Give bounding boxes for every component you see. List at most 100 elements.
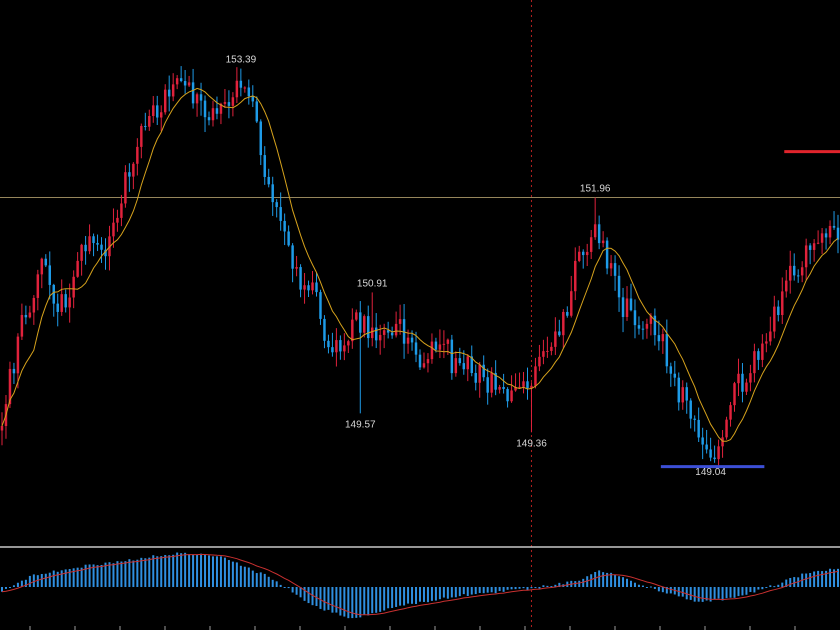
oscillator-bar [725, 587, 728, 599]
oscillator-bar [24, 579, 27, 587]
candle-body [422, 363, 426, 368]
candle-body [167, 89, 171, 97]
candle [589, 230, 593, 260]
candle-body [88, 236, 91, 252]
oscillator-bar [833, 569, 836, 587]
candle-body [331, 347, 334, 353]
candle-body [96, 243, 99, 245]
candle [792, 253, 796, 281]
candle [625, 286, 629, 321]
candle [725, 416, 728, 440]
oscillator-bar [132, 560, 135, 587]
oscillator-bar [12, 585, 15, 587]
candle [36, 269, 40, 311]
candle [179, 66, 183, 83]
oscillator-bar [196, 554, 199, 587]
candle-body [343, 345, 346, 352]
candle [152, 96, 155, 123]
candle [243, 86, 247, 93]
candle-body [367, 316, 370, 339]
oscillator-bar [598, 570, 601, 587]
candle-body [211, 108, 215, 121]
oscillator-bar [223, 557, 226, 587]
candle [163, 84, 167, 115]
oscillator-bar [470, 587, 473, 595]
oscillator-bar [729, 587, 732, 598]
candle-body [64, 294, 67, 308]
candle [518, 372, 521, 389]
oscillator-bar [542, 585, 545, 587]
oscillator-bar [359, 587, 362, 618]
candle-body [156, 105, 159, 118]
candle [789, 250, 792, 294]
candle [28, 305, 32, 319]
candle [203, 95, 207, 133]
candle-body [24, 314, 28, 318]
candle [159, 105, 163, 132]
candle-body [207, 117, 211, 121]
candle-body [693, 418, 696, 420]
candle [40, 257, 44, 289]
candle-body [235, 80, 239, 98]
candle [227, 90, 231, 119]
candle [641, 321, 645, 340]
price-label: 150.91 [357, 278, 388, 289]
candle-body [617, 275, 621, 298]
candle [195, 92, 199, 117]
oscillator-bar [665, 587, 668, 594]
candle [191, 68, 195, 109]
candle-body [494, 372, 497, 390]
candle-body [482, 364, 485, 378]
candle [88, 224, 91, 255]
candle-body [442, 343, 446, 345]
candle [295, 255, 298, 277]
oscillator-bar [737, 587, 740, 597]
candle [367, 305, 370, 348]
candle [824, 228, 828, 250]
oscillator-bar [681, 587, 684, 597]
candle [303, 272, 306, 304]
candle-body [522, 381, 525, 387]
candle-body [76, 260, 79, 277]
candle [761, 334, 764, 368]
candle [701, 427, 704, 460]
candle-body [12, 368, 16, 374]
oscillator-bar [96, 565, 99, 587]
candle-body [498, 386, 501, 390]
oscillator-bar [789, 577, 792, 587]
candle [136, 138, 139, 176]
oscillator-bar [426, 587, 429, 603]
candle [235, 67, 239, 103]
candle [267, 168, 270, 188]
candle [390, 326, 394, 339]
oscillator-bar [112, 563, 115, 587]
candle-body [32, 297, 36, 313]
candle [434, 337, 438, 353]
oscillator-bar [327, 587, 330, 610]
candle-body [382, 330, 386, 335]
candle [12, 362, 16, 384]
candle-body [804, 245, 808, 268]
candle [247, 79, 251, 105]
oscillator-bar [689, 587, 692, 600]
candle-body [339, 340, 342, 352]
candle-body [378, 334, 382, 341]
candle [506, 387, 509, 408]
candle [526, 367, 529, 400]
candle [44, 254, 48, 268]
candle-body [92, 236, 95, 244]
candle [737, 358, 740, 397]
oscillator-bar [247, 567, 250, 587]
candle [363, 314, 366, 338]
candle-body [394, 323, 398, 336]
candle-body [56, 303, 59, 312]
candle-body [351, 319, 354, 342]
candle-body [390, 332, 394, 336]
candle-body [581, 251, 585, 256]
candle-body [311, 282, 314, 291]
candle [156, 95, 159, 125]
candle [832, 211, 836, 230]
candle-body [534, 366, 537, 386]
oscillator-bar [239, 565, 242, 587]
